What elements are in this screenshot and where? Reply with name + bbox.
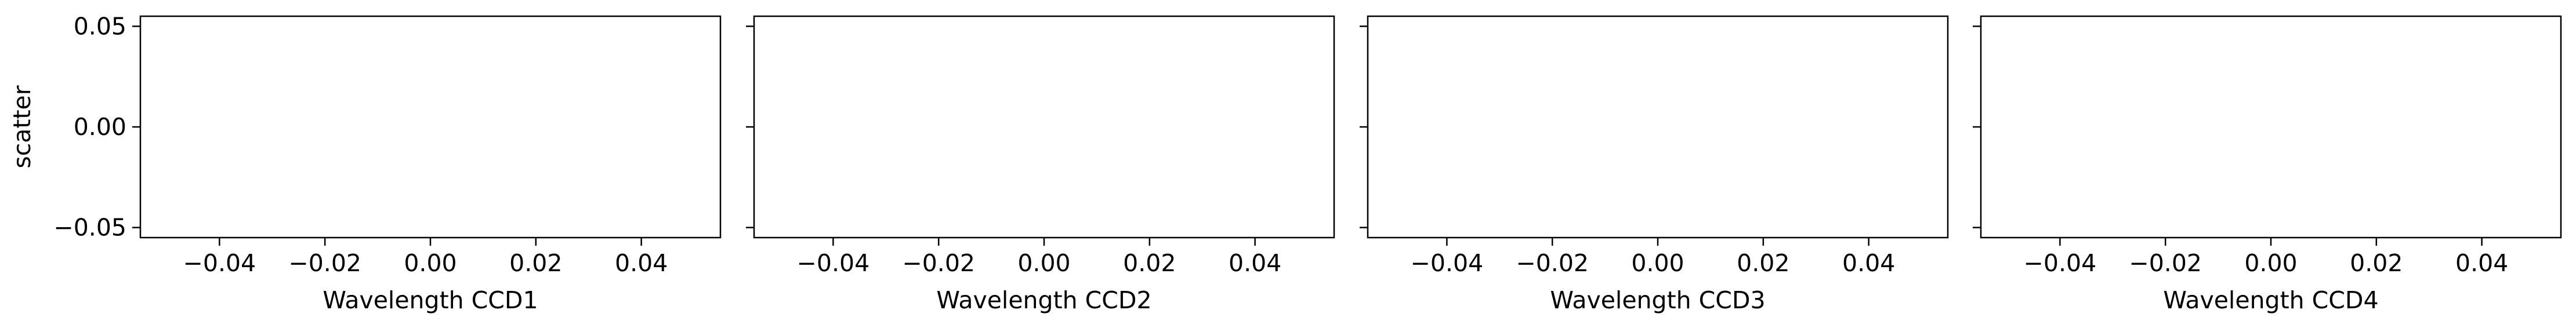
x-tick-label: −0.04 <box>1411 249 1484 277</box>
x-tick-label: −0.04 <box>797 249 870 277</box>
x-tick-label: 0.04 <box>615 249 668 277</box>
subplot-2: −0.04 −0.02 0.00 0.02 0.04 Wavelength CCD2 <box>746 15 1335 314</box>
x-tick-label: 0.02 <box>1123 249 1176 277</box>
y-tick-label: 0.00 <box>74 113 126 141</box>
x-axis-label: Wavelength CCD3 <box>1550 286 1765 314</box>
subplot-1: −0.04 −0.02 0.00 0.02 0.04 −0.05 0.00 0.05 Wavel… <box>8 12 722 314</box>
x-tick-label: 0.02 <box>1737 249 1789 277</box>
subplot-3: −0.04 −0.02 0.00 0.02 0.04 Wavelength CCD3 <box>1360 15 1949 314</box>
y-tick-label: −0.05 <box>53 214 126 242</box>
x-axis-label: Wavelength CCD2 <box>936 286 1151 314</box>
x-tick-label: 0.00 <box>404 249 456 277</box>
x-tick-label: −0.02 <box>1516 249 1589 277</box>
x-tick-label: −0.02 <box>902 249 975 277</box>
x-tick-label: 0.04 <box>1842 249 1895 277</box>
x-tick-label: 0.02 <box>2350 249 2403 277</box>
x-tick-label: 0.00 <box>1017 249 1070 277</box>
x-axis-label: Wavelength CCD4 <box>2163 286 2378 314</box>
x-axis-label: Wavelength CCD1 <box>323 286 538 314</box>
x-tick-label: −0.04 <box>2024 249 2097 277</box>
x-tick-label: 0.04 <box>1229 249 1281 277</box>
subplot-4: −0.04 −0.02 0.00 0.02 0.04 Wavelength CCD4 <box>1973 15 2562 314</box>
x-tick-label: 0.04 <box>2455 249 2508 277</box>
x-tick-label: 0.00 <box>2244 249 2297 277</box>
subplots: −0.04 −0.02 0.00 0.02 0.04 −0.05 0.00 0.05 Wavel… <box>8 12 2562 314</box>
x-tick-label: 0.02 <box>509 249 562 277</box>
x-tick-label: −0.02 <box>2129 249 2202 277</box>
x-tick-label: −0.04 <box>183 249 256 277</box>
x-tick-label: −0.02 <box>288 249 361 277</box>
y-axis-label: scatter <box>8 85 36 168</box>
x-tick-label: 0.00 <box>1631 249 1684 277</box>
y-tick-label: 0.05 <box>74 12 126 40</box>
